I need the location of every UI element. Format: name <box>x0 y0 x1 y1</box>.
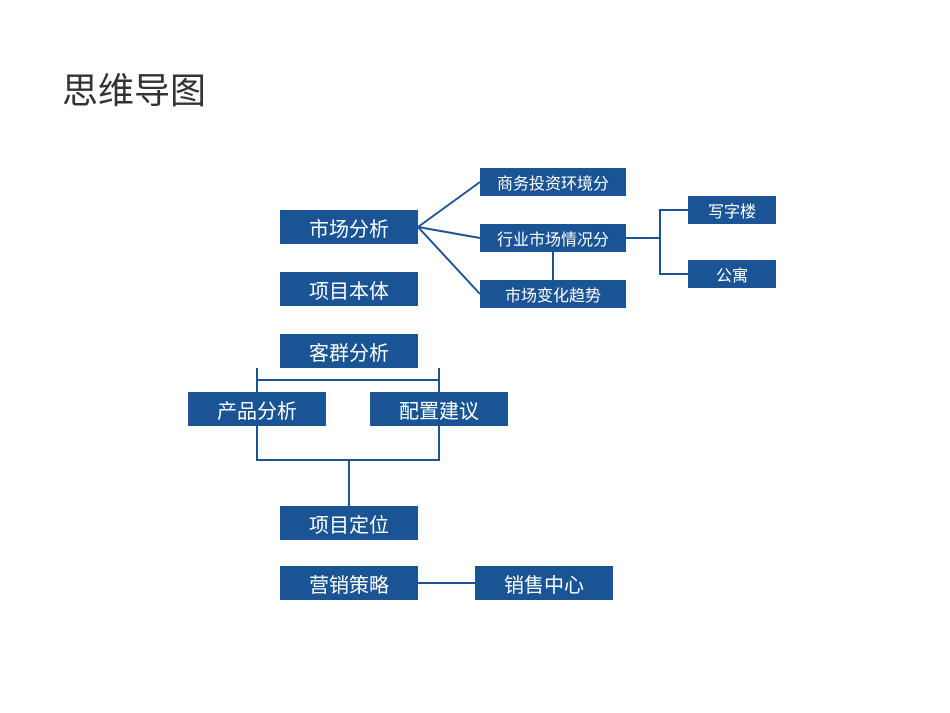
node-n4: 产品分析 <box>188 392 326 426</box>
node-n10: 行业市场情况分 <box>480 224 626 252</box>
node-n8: 销售中心 <box>475 566 613 600</box>
node-n9: 商务投资环境分 <box>480 168 626 196</box>
edge-n10-n13 <box>626 238 688 274</box>
mindmap-diagram: 市场分析项目本体客群分析产品分析 配置建议项目定位营销策略 销售中心 商务投资环境分行… <box>0 0 950 713</box>
node-n13: 公寓 <box>688 260 776 288</box>
edge-n4n5-n6 <box>257 426 439 506</box>
edge-n3-n4n5 <box>257 368 439 392</box>
node-n6: 项目定位 <box>280 506 418 540</box>
node-n7: 营销策略 <box>280 566 418 600</box>
edge-n10-n12 <box>626 210 688 238</box>
node-n2: 项目本体 <box>280 272 418 306</box>
edge-n1-n9 <box>418 182 480 227</box>
node-n11: 市场变化趋势 <box>480 280 626 308</box>
edge-n1-n11 <box>418 227 480 294</box>
edge-layer <box>0 0 950 713</box>
node-n12: 写字楼 <box>688 196 776 224</box>
node-n3: 客群分析 <box>280 334 418 368</box>
node-n5: 配置建议 <box>370 392 508 426</box>
edge-n1-n10 <box>418 227 480 238</box>
node-n1: 市场分析 <box>280 210 418 244</box>
